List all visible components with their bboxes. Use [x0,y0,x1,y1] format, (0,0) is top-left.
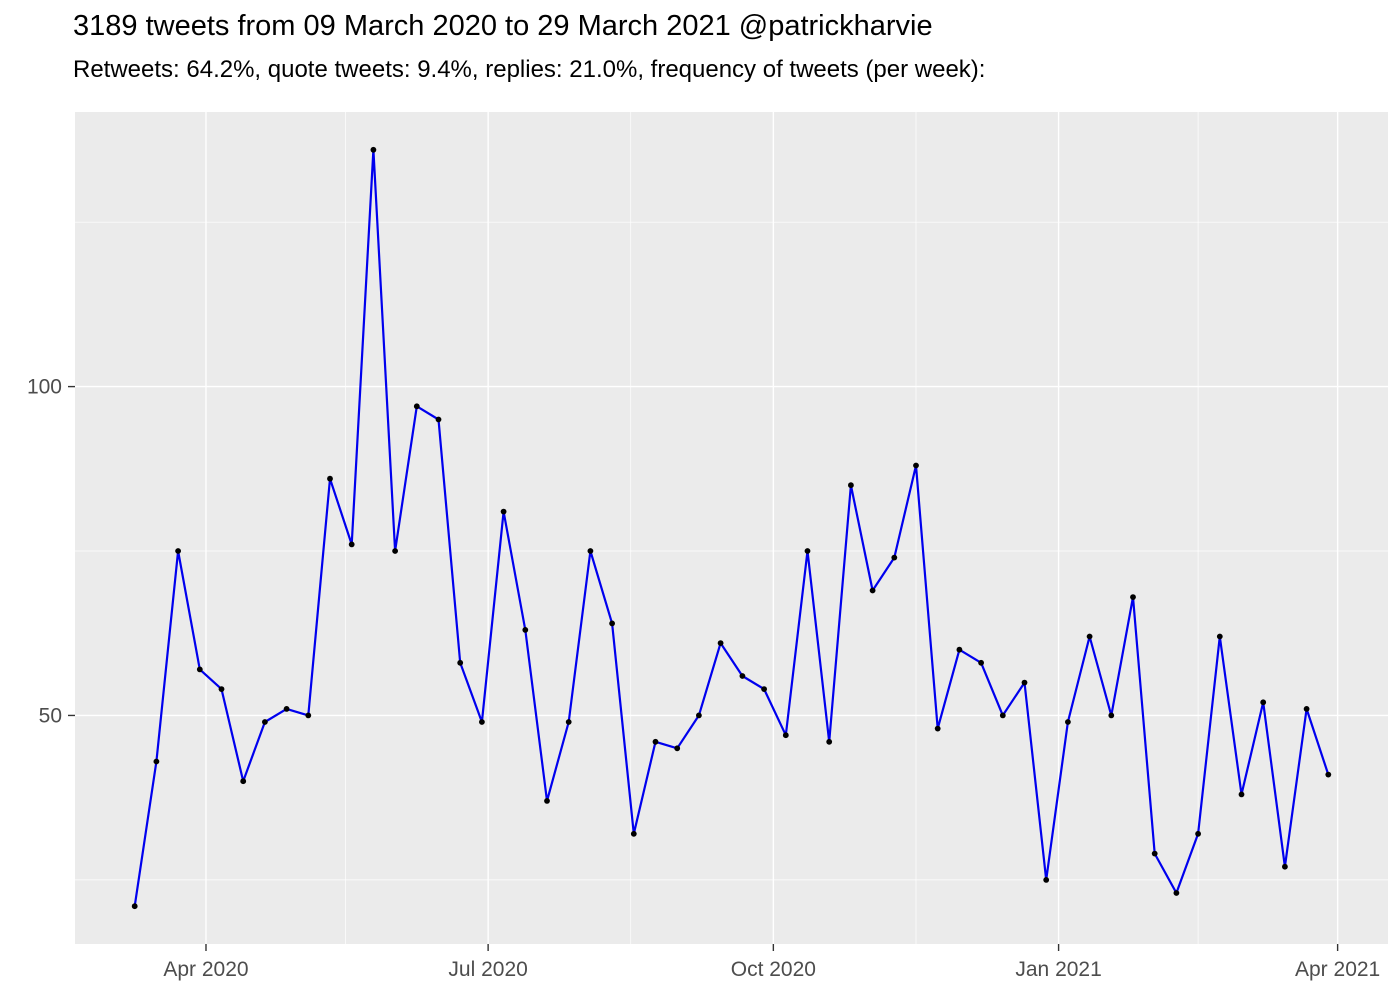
data-point [934,725,941,732]
data-point [1260,699,1267,706]
data-point [544,798,550,804]
data-point [283,706,290,712]
data-point [131,903,138,910]
chart-title: 3189 tweets from 09 March 2020 to 29 Mar… [73,10,933,42]
data-point [1282,863,1288,870]
data-point [348,541,355,548]
data-point [739,673,746,679]
data-point [956,646,963,653]
data-point [413,403,420,410]
trend-line [133,148,1330,908]
data-point [1021,679,1028,686]
data-point [913,462,919,469]
x-tick-label: Apr 2021 [1295,958,1380,981]
data-point [1173,890,1180,896]
data-point [999,712,1006,719]
data-point [1108,712,1115,719]
data-point [1130,594,1136,600]
data-point [565,719,572,725]
data-point [782,732,789,739]
data-point [1325,771,1332,778]
chart-subtitle: Retweets: 64.2%, quote tweets: 9.4%, rep… [73,56,986,83]
data-point [587,548,594,554]
x-tick-label: Jul 2020 [448,958,527,981]
data-point [848,482,854,489]
data-point [891,554,898,561]
data-point [262,719,268,725]
data-point [305,712,312,719]
data-point [218,686,225,692]
data-point [435,416,442,423]
data-point [240,778,247,785]
data-point [327,475,333,482]
data-point [978,659,984,666]
data-point [1065,719,1071,725]
data-point [196,666,203,673]
data-point [479,719,485,725]
data-point [1303,706,1310,712]
data-point [1043,877,1050,883]
plot-panel [75,112,1388,944]
data-point [1238,791,1245,798]
data-point [630,830,637,837]
data-point [522,627,529,633]
x-tick-label: Jan 2021 [1015,958,1101,981]
data-point [1151,850,1158,857]
data-point [804,548,811,554]
x-tick-label: Oct 2020 [731,958,816,981]
data-point [826,738,833,745]
data-point [153,758,160,765]
data-point [652,738,659,745]
data-point [696,712,702,719]
x-tick-label: Apr 2020 [163,958,248,981]
data-point [761,686,767,692]
data-point [370,146,377,153]
data-point [1086,633,1093,640]
data-point [175,548,182,554]
data-point [674,745,681,752]
data-point [500,508,507,515]
y-tick-label: 50 [39,704,62,727]
data-point [869,587,876,594]
data-point [457,659,464,666]
data-point [1216,633,1223,640]
data-point [392,548,398,554]
data-point [1195,830,1201,837]
data-point [717,640,724,646]
data-point [609,620,615,627]
y-tick-label: 100 [27,376,62,399]
